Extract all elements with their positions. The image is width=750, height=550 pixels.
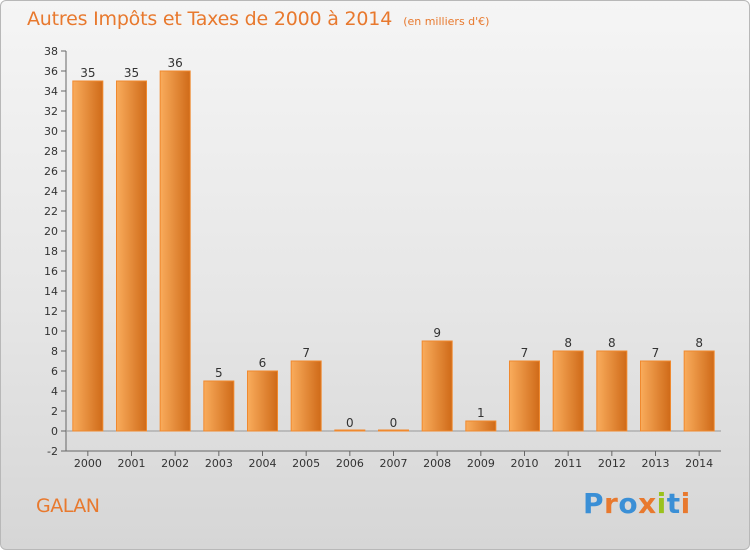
value-label: 7 (652, 346, 660, 360)
value-label: 0 (390, 416, 398, 430)
logo-letter: o (618, 487, 639, 520)
value-label: 6 (259, 356, 267, 370)
value-label: 7 (521, 346, 529, 360)
value-label: 8 (608, 336, 616, 350)
logo-letter: P (583, 487, 605, 520)
bar-2008 (421, 340, 453, 432)
y-tick-label: 30 (44, 125, 58, 138)
x-tick-label: 2002 (161, 457, 189, 470)
value-label: 5 (215, 366, 223, 380)
y-tick-label: 4 (51, 385, 58, 398)
y-tick-label: 22 (44, 205, 58, 218)
bar-2004 (247, 370, 278, 432)
bar-2012 (596, 350, 628, 432)
x-tick-label: 2006 (336, 457, 364, 470)
y-tick-label: 36 (44, 65, 58, 78)
y-tick-label: 24 (44, 185, 58, 198)
y-tick-label: 32 (44, 105, 58, 118)
bar-2013 (640, 360, 671, 432)
place-name: GALAN (36, 495, 100, 517)
proxiti-logo: Proxiti (583, 487, 691, 520)
bar-2001 (116, 80, 147, 432)
y-tick-label: 0 (51, 425, 58, 438)
bar-2002 (159, 70, 191, 432)
bar-2006 (334, 429, 366, 432)
x-tick-label: 2000 (74, 457, 102, 470)
bar-2009 (465, 420, 497, 432)
value-label: 1 (477, 406, 485, 420)
y-tick-label: 28 (44, 145, 58, 158)
value-label: 7 (302, 346, 310, 360)
y-tick-label: -2 (47, 445, 58, 458)
logo-letter: x (638, 487, 657, 520)
x-tick-label: 2011 (554, 457, 582, 470)
y-tick-label: 8 (51, 345, 58, 358)
logo-letter: i (656, 487, 667, 520)
x-tick-label: 2001 (118, 457, 146, 470)
bar-2010 (509, 360, 540, 432)
x-tick-label: 2008 (423, 457, 451, 470)
logo-letter: i (680, 487, 691, 520)
y-tick-label: 26 (44, 165, 58, 178)
value-label: 8 (564, 336, 572, 350)
value-label: 9 (433, 326, 441, 340)
chart-title: Autres Impôts et Taxes de 2000 à 2014 (27, 8, 393, 30)
y-tick-label: 2 (51, 405, 58, 418)
title-row: Autres Impôts et Taxes de 2000 à 2014 (e… (27, 8, 489, 30)
x-tick-label: 2009 (467, 457, 495, 470)
chart-subtitle: (en milliers d'€) (403, 15, 490, 28)
logo-letter: r (604, 487, 619, 520)
y-tick-label: 14 (44, 285, 58, 298)
bar-2014 (683, 350, 715, 432)
y-tick-label: 10 (44, 325, 58, 338)
bar-2003 (203, 380, 235, 432)
y-tick-label: 38 (44, 45, 58, 58)
x-tick-label: 2007 (380, 457, 408, 470)
x-tick-label: 2012 (598, 457, 626, 470)
y-tick-label: 34 (44, 85, 58, 98)
bar-2000 (72, 80, 104, 432)
y-tick-label: 18 (44, 245, 58, 258)
bar-2011 (552, 350, 584, 432)
y-tick-label: 6 (51, 365, 58, 378)
value-label: 35 (80, 66, 95, 80)
x-tick-label: 2003 (205, 457, 233, 470)
x-tick-label: 2005 (292, 457, 320, 470)
value-label: 36 (168, 56, 183, 70)
y-tick-label: 20 (44, 225, 58, 238)
y-tick-label: 12 (44, 305, 58, 318)
x-tick-label: 2014 (685, 457, 713, 470)
x-tick-label: 2004 (249, 457, 277, 470)
value-label: 0 (346, 416, 354, 430)
x-tick-label: 2013 (642, 457, 670, 470)
x-tick-label: 2010 (511, 457, 539, 470)
bar-2005 (290, 360, 322, 432)
y-tick-label: 16 (44, 265, 58, 278)
logo-letter: t (666, 487, 681, 520)
bar-2007 (378, 429, 409, 432)
value-label: 35 (124, 66, 139, 80)
value-label: 8 (695, 336, 703, 350)
